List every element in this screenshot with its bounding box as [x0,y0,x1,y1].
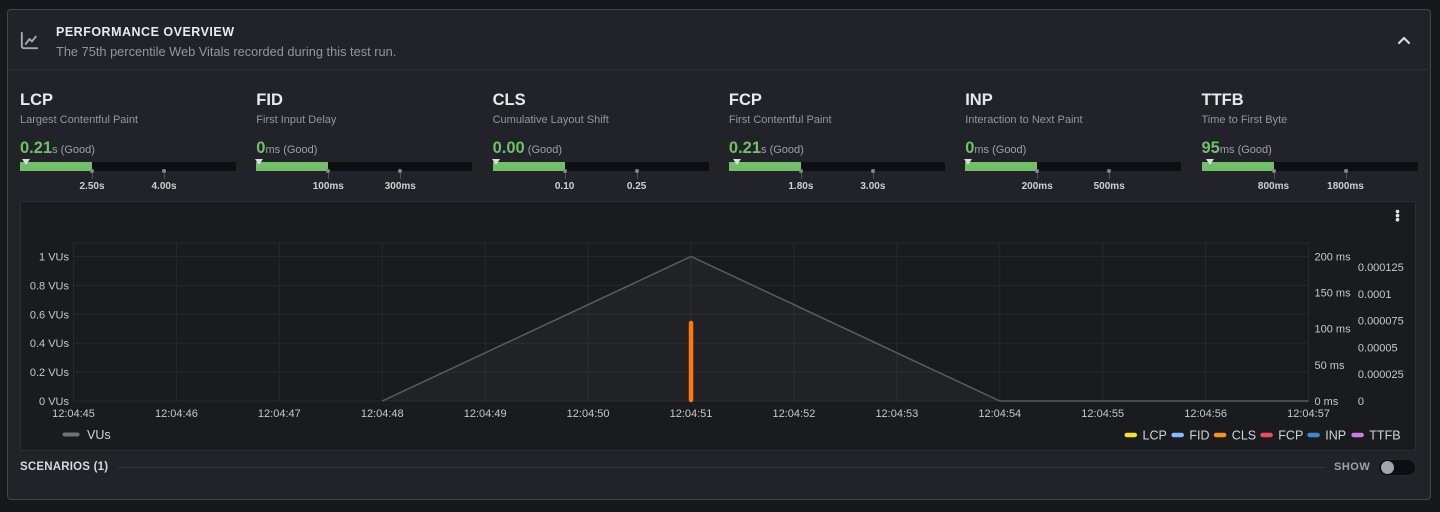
svg-text:0.000025: 0.000025 [1358,369,1404,381]
svg-text:CLS: CLS [1232,429,1256,443]
svg-text:FID: FID [1189,429,1209,443]
svg-text:0: 0 [1358,396,1364,408]
svg-text:0.6 VUs: 0.6 VUs [30,309,70,321]
svg-text:0.4 VUs: 0.4 VUs [30,338,70,350]
svg-text:12:04:51: 12:04:51 [670,408,713,420]
svg-text:VUs: VUs [87,428,111,442]
svg-text:0.2 VUs: 0.2 VUs [30,367,70,379]
svg-text:1 VUs: 1 VUs [39,252,69,264]
svg-text:0.8 VUs: 0.8 VUs [30,280,70,292]
svg-text:50 ms: 50 ms [1315,360,1345,372]
svg-text:INP: INP [1325,429,1346,443]
svg-text:12:04:52: 12:04:52 [773,408,816,420]
svg-text:12:04:54: 12:04:54 [978,408,1021,420]
svg-text:TTFB: TTFB [1369,429,1400,443]
svg-text:12:04:48: 12:04:48 [361,408,404,420]
svg-text:0 ms: 0 ms [1315,396,1339,408]
svg-text:12:04:47: 12:04:47 [258,408,301,420]
svg-text:12:04:57: 12:04:57 [1287,408,1330,420]
svg-text:12:04:55: 12:04:55 [1081,408,1124,420]
svg-text:LCP: LCP [1143,429,1167,443]
svg-text:12:04:50: 12:04:50 [567,408,610,420]
svg-text:12:04:45: 12:04:45 [52,408,95,420]
svg-text:12:04:46: 12:04:46 [155,408,198,420]
svg-text:100 ms: 100 ms [1315,324,1352,336]
svg-text:0.00005: 0.00005 [1358,342,1398,354]
svg-text:0.0001: 0.0001 [1358,289,1392,301]
svg-text:FCP: FCP [1278,429,1303,443]
svg-text:12:04:56: 12:04:56 [1184,408,1227,420]
svg-text:12:04:49: 12:04:49 [464,408,507,420]
svg-text:200 ms: 200 ms [1315,252,1352,264]
svg-text:0 VUs: 0 VUs [39,396,69,408]
svg-text:0.000075: 0.000075 [1358,316,1404,328]
svg-text:0.000125: 0.000125 [1358,262,1404,274]
svg-text:12:04:53: 12:04:53 [875,408,918,420]
svg-text:150 ms: 150 ms [1315,288,1352,300]
